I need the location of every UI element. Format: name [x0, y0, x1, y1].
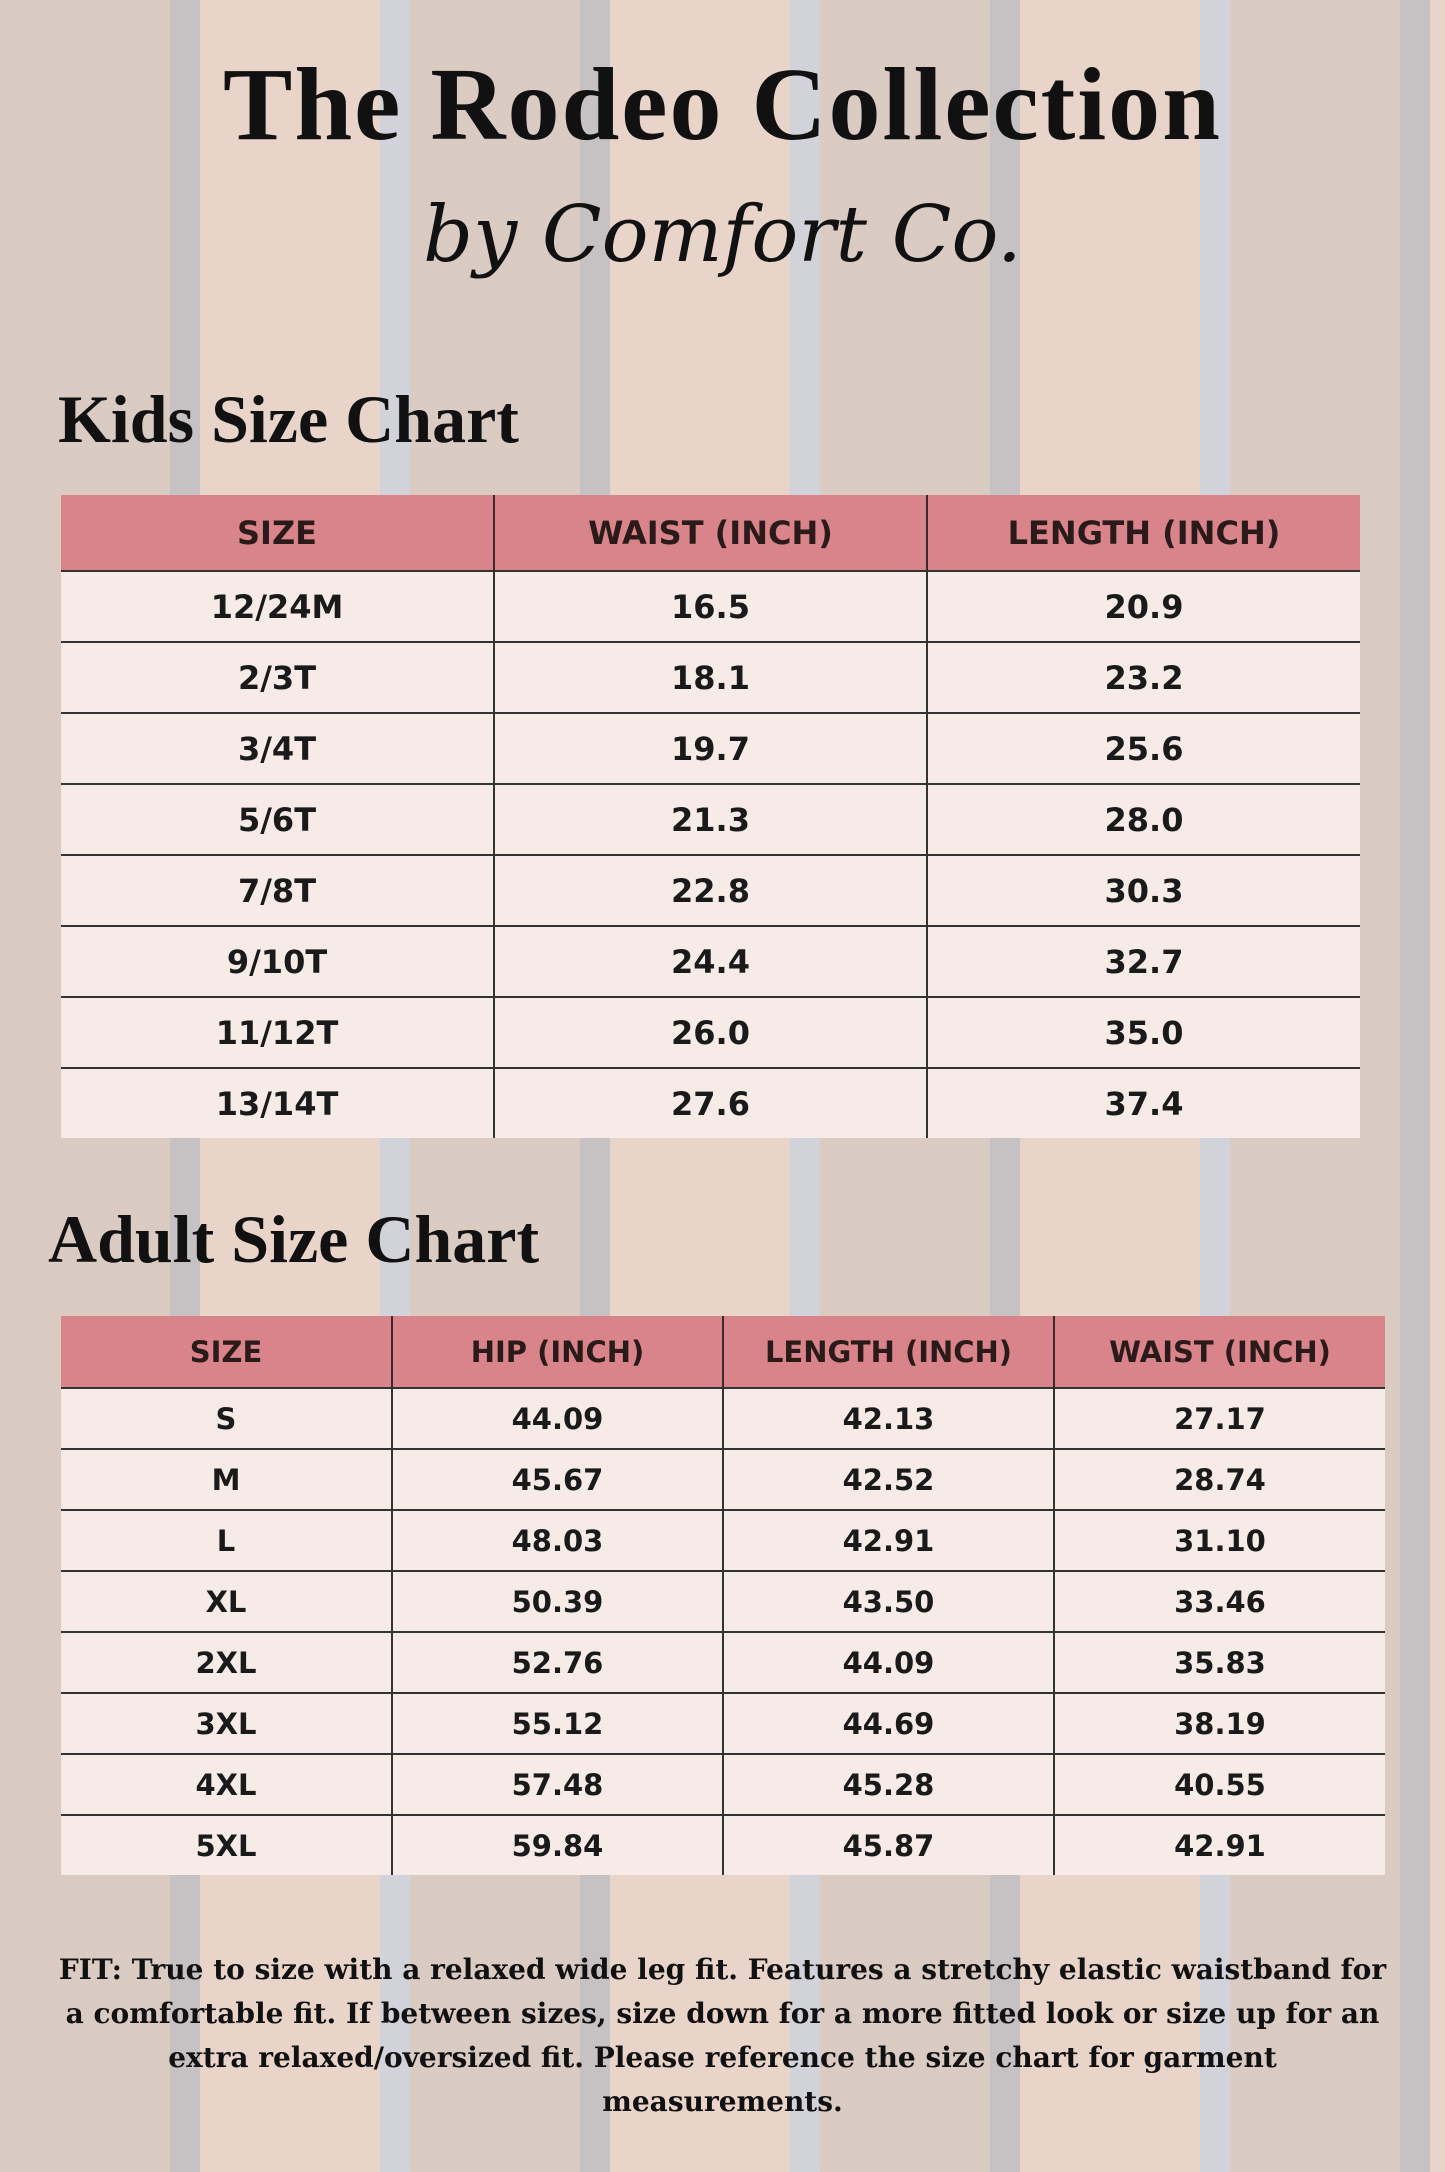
- table-row: 13/14T 27.6 37.4: [61, 1067, 1360, 1138]
- table-cell: 3/4T: [61, 712, 494, 784]
- table-cell: 30.3: [926, 854, 1360, 926]
- table-cell: 24.4: [493, 925, 927, 997]
- header-cell: LENGTH (INCH): [926, 495, 1360, 571]
- table-cell: 3XL: [61, 1692, 392, 1754]
- size-table: SIZE HIP (INCH) LENGTH (INCH) WAIST (INCH) S…: [61, 1316, 1385, 1875]
- table-cell: 48.03: [391, 1509, 723, 1571]
- table-cell: 25.6: [926, 712, 1360, 784]
- table-row: 12/24M 16.5 20.9: [61, 570, 1360, 642]
- table-row: 4XL 57.48 45.28 40.55: [61, 1753, 1385, 1815]
- header-cell: WAIST (INCH): [493, 495, 927, 571]
- table-cell: 4XL: [61, 1753, 392, 1815]
- table-cell: M: [61, 1448, 392, 1510]
- table-cell: 23.2: [926, 641, 1360, 713]
- header-cell: LENGTH (INCH): [722, 1316, 1054, 1388]
- table-cell: 11/12T: [61, 996, 494, 1068]
- header-row: SIZE WAIST (INCH) LENGTH (INCH): [61, 495, 1360, 571]
- table-cell: 9/10T: [61, 925, 494, 997]
- table-cell: 59.84: [391, 1814, 723, 1875]
- header-cell: SIZE: [61, 1316, 392, 1388]
- table-cell: 26.0: [493, 996, 927, 1068]
- table-cell: 44.69: [722, 1692, 1054, 1754]
- table-cell: 13/14T: [61, 1067, 494, 1138]
- table-cell: 5XL: [61, 1814, 392, 1875]
- table-row: 7/8T 22.8 30.3: [61, 854, 1360, 926]
- table-cell: 21.3: [493, 783, 927, 855]
- table-cell: 52.76: [391, 1631, 723, 1693]
- table-cell: 31.10: [1053, 1509, 1385, 1571]
- table-cell: 50.39: [391, 1570, 723, 1632]
- section-title: Kids Size Chart: [58, 381, 519, 457]
- subtitle: by Comfort Co.: [423, 190, 1022, 280]
- table-cell: 19.7: [493, 712, 927, 784]
- table-cell: XL: [61, 1570, 392, 1632]
- table-cell: 35.0: [926, 996, 1360, 1068]
- table-cell: 55.12: [391, 1692, 723, 1754]
- table-row: 11/12T 26.0 35.0: [61, 996, 1360, 1068]
- table-cell: 27.6: [493, 1067, 927, 1138]
- header-row: SIZE HIP (INCH) LENGTH (INCH) WAIST (INCH): [61, 1316, 1385, 1388]
- table-cell: 35.83: [1053, 1631, 1385, 1693]
- table-row: 2/3T 18.1 23.2: [61, 641, 1360, 713]
- table-cell: 42.91: [722, 1509, 1054, 1571]
- table-cell: 42.91: [1053, 1814, 1385, 1875]
- table-cell: 44.09: [391, 1387, 723, 1449]
- table-cell: 43.50: [722, 1570, 1054, 1632]
- table-cell: 32.7: [926, 925, 1360, 997]
- table-row: XL 50.39 43.50 33.46: [61, 1570, 1385, 1632]
- table-cell: 42.52: [722, 1448, 1054, 1510]
- table-row: 9/10T 24.4 32.7: [61, 925, 1360, 997]
- section-title: Adult Size Chart: [48, 1201, 540, 1277]
- table-row: 3/4T 19.7 25.6: [61, 712, 1360, 784]
- table-cell: 42.13: [722, 1387, 1054, 1449]
- table-cell: 45.87: [722, 1814, 1054, 1875]
- table-cell: 7/8T: [61, 854, 494, 926]
- title: The Rodeo Collection: [222, 47, 1223, 162]
- table-row: L 48.03 42.91 31.10: [61, 1509, 1385, 1571]
- table-row: 2XL 52.76 44.09 35.83: [61, 1631, 1385, 1693]
- table-cell: 40.55: [1053, 1753, 1385, 1815]
- table-cell: 38.19: [1053, 1692, 1385, 1754]
- size-table: SIZE WAIST (INCH) LENGTH (INCH) 12/24M 16.5 2…: [61, 495, 1360, 1138]
- table-cell: 2/3T: [61, 641, 494, 713]
- header-cell: WAIST (INCH): [1053, 1316, 1385, 1388]
- table-cell: 45.28: [722, 1753, 1054, 1815]
- table-cell: 37.4: [926, 1067, 1360, 1138]
- table-cell: S: [61, 1387, 392, 1449]
- table-cell: 20.9: [926, 570, 1360, 642]
- table-cell: 2XL: [61, 1631, 392, 1693]
- header-cell: SIZE: [61, 495, 494, 571]
- table-cell: 28.74: [1053, 1448, 1385, 1510]
- table-cell: 18.1: [493, 641, 927, 713]
- table-cell: 57.48: [391, 1753, 723, 1815]
- table-cell: 45.67: [391, 1448, 723, 1510]
- table-cell: 33.46: [1053, 1570, 1385, 1632]
- table-cell: 16.5: [493, 570, 927, 642]
- fit-note: FIT: True to size with a relaxed wide le…: [58, 1953, 1387, 2118]
- table-cell: L: [61, 1509, 392, 1571]
- table-row: S 44.09 42.13 27.17: [61, 1387, 1385, 1449]
- table-cell: 27.17: [1053, 1387, 1385, 1449]
- table-row: 5/6T 21.3 28.0: [61, 783, 1360, 855]
- table-row: 5XL 59.84 45.87 42.91: [61, 1814, 1385, 1875]
- table-cell: 44.09: [722, 1631, 1054, 1693]
- table-cell: 28.0: [926, 783, 1360, 855]
- header-cell: HIP (INCH): [391, 1316, 723, 1388]
- table-cell: 5/6T: [61, 783, 494, 855]
- table-cell: 12/24M: [61, 570, 494, 642]
- table-cell: 22.8: [493, 854, 927, 926]
- table-row: 3XL 55.12 44.69 38.19: [61, 1692, 1385, 1754]
- table-row: M 45.67 42.52 28.74: [61, 1448, 1385, 1510]
